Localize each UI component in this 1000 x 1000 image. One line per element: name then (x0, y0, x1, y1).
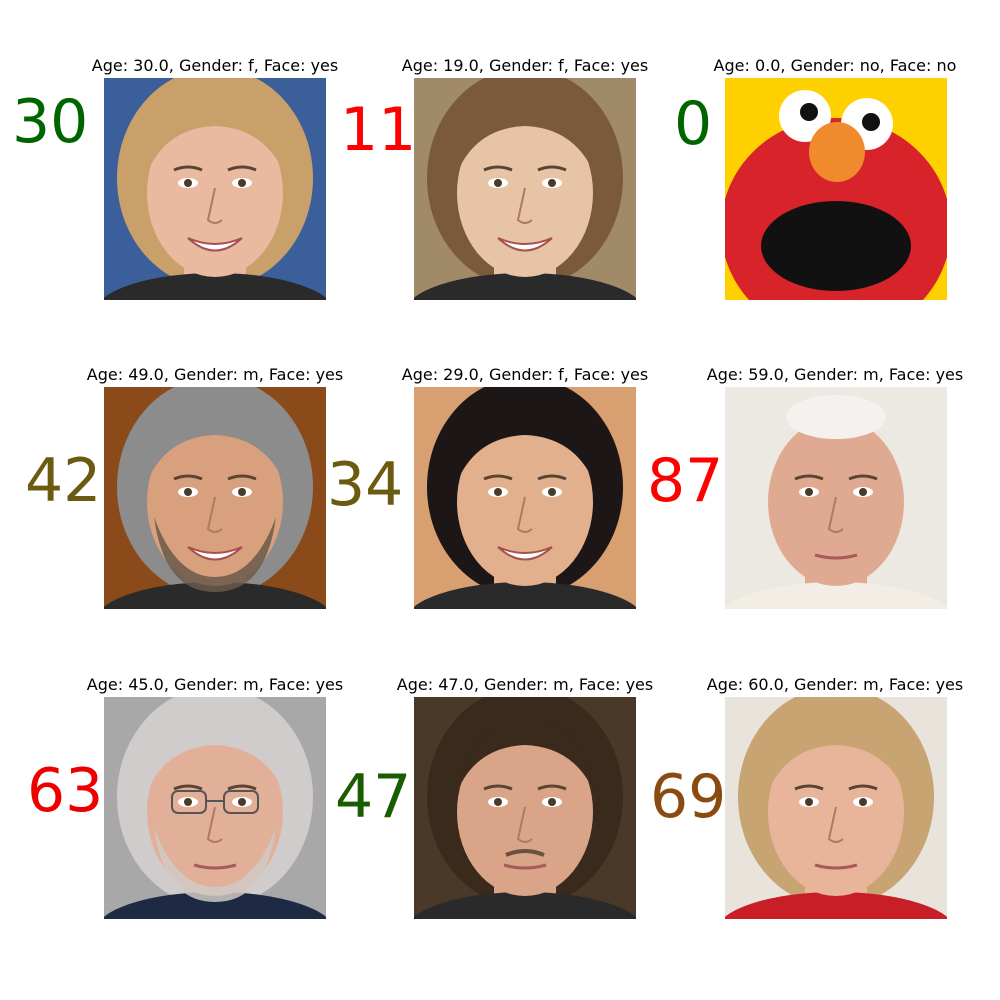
age-number: 69 (650, 762, 727, 832)
panel-1: Age: 30.0, Gender: f, Face: yes 30 (12, 56, 365, 316)
puppet-photo (725, 78, 947, 300)
panel-title: Age: 49.0, Gender: m, Face: yes (86, 365, 344, 384)
panel-title: Age: 29.0, Gender: f, Face: yes (401, 365, 649, 384)
panel-title: Age: 47.0, Gender: m, Face: yes (396, 675, 654, 694)
face-photo (104, 387, 326, 609)
age-number: 34 (327, 450, 404, 520)
face-photo (104, 78, 326, 300)
face-photo (104, 697, 326, 919)
panel-4: Age: 49.0, Gender: m, Face: yes 42 (25, 365, 365, 625)
panel-title: Age: 30.0, Gender: f, Face: yes (91, 56, 339, 75)
panel-9: Age: 60.0, Gender: m, Face: yes 69 (650, 675, 985, 935)
age-number: 30 (12, 87, 89, 157)
age-number: 42 (25, 446, 102, 516)
panel-title: Age: 0.0, Gender: no, Face: no (713, 56, 957, 75)
age-number: 0 (674, 89, 713, 159)
panel-title: Age: 19.0, Gender: f, Face: yes (401, 56, 649, 75)
portrait-graphic (104, 78, 326, 300)
panel-6: Age: 59.0, Gender: m, Face: yes 87 (647, 365, 985, 625)
panel-title: Age: 59.0, Gender: m, Face: yes (706, 365, 964, 384)
panel-title: Age: 60.0, Gender: m, Face: yes (706, 675, 964, 694)
puppet-graphic (725, 78, 947, 300)
portrait-graphic (725, 697, 947, 919)
panel-title: Age: 45.0, Gender: m, Face: yes (86, 675, 344, 694)
face-photo (725, 697, 947, 919)
portrait-graphic (414, 697, 636, 919)
face-photo (414, 387, 636, 609)
panel-8: Age: 47.0, Gender: m, Face: yes 47 (335, 675, 675, 935)
panel-5: Age: 29.0, Gender: f, Face: yes 34 (327, 365, 675, 625)
portrait-graphic (104, 697, 326, 919)
panel-7: Age: 45.0, Gender: m, Face: yes 63 (27, 675, 365, 935)
age-number: 87 (647, 446, 724, 516)
face-photo (414, 78, 636, 300)
portrait-graphic (104, 387, 326, 609)
portrait-graphic (414, 78, 636, 300)
face-photo (414, 697, 636, 919)
portrait-graphic (414, 387, 636, 609)
panel-3: Age: 0.0, Gender: no, Face: no 0 (674, 56, 985, 316)
age-number: 63 (27, 756, 104, 826)
panel-2: Age: 19.0, Gender: f, Face: yes 11 (340, 56, 675, 316)
age-number: 47 (335, 762, 412, 832)
age-number: 11 (340, 95, 417, 165)
face-photo (725, 387, 947, 609)
portrait-graphic (725, 387, 947, 609)
